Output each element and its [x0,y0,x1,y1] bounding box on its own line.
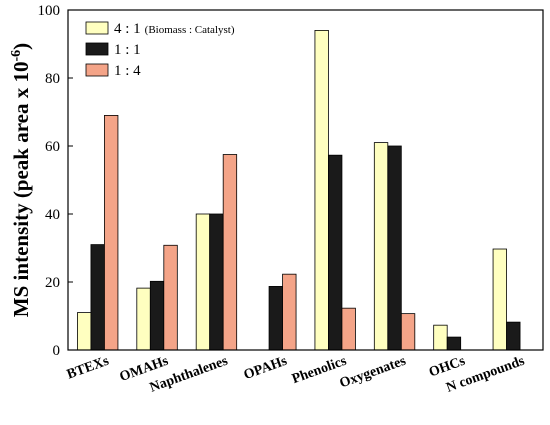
bar-omahs-series-2 [149,280,165,351]
y-tick-label: 20 [45,275,60,291]
x-tick-label: BTEXs [65,353,112,382]
legend-swatch [85,21,109,35]
legend: 4 : 1 (Biomass : Catalyst) 1 : 1 1 : 4 [85,21,235,79]
bar-ohcs-series-1 [433,324,448,351]
legend-label-note: (Biomass : Catalyst) [145,24,235,36]
bar-phenolics-series-2 [328,154,343,351]
x-tick-label: Oxygenates [338,353,409,391]
bar-phenolics-series-3 [341,307,356,351]
bar-omahs-series-1 [136,287,151,351]
bar-opahs-series-3 [282,273,297,351]
bar-naphthalenes-series-1 [195,213,211,351]
y-tick-label: 0 [53,343,61,359]
bar-naphthalenes-series-3 [222,154,238,351]
bars-layer [77,29,521,351]
y-tick-label: 40 [45,207,60,223]
bar-oxygenates-series-3 [400,313,416,351]
y-axis-title: MS intensity (peak area x 10-6) [9,43,33,317]
y-tick-label: 60 [45,139,60,155]
x-tick-label: OPAHs [242,353,290,383]
y-tick-label: 100 [38,3,61,19]
legend-label: 4 : 1 (Biomass : Catalyst) [114,21,235,37]
bar-btexs-series-1 [77,312,92,351]
legend-swatch [85,42,109,56]
legend-label-name: 4 : 1 [114,21,141,37]
y-axis-title-exponent: -6 [9,50,24,62]
legend-label-name: 1 : 4 [114,63,141,79]
bar-n-compounds-series-2 [506,321,521,351]
bar-ohcs-series-2 [446,336,462,351]
y-axis-title-main: MS intensity (peak area x 10 [9,61,33,317]
bar-naphthalenes-series-2 [209,213,224,351]
bar-opahs-series-2 [268,286,283,351]
bar-omahs-series-3 [163,244,178,351]
bar-n-compounds-series-1 [492,248,507,351]
legend-label: 1 : 1 [114,42,141,58]
bar-oxygenates-series-2 [387,145,402,351]
y-axis: 0 20 40 60 80 100 [38,3,73,359]
legend-label: 1 : 4 [114,63,141,79]
bar-oxygenates-series-1 [373,142,389,351]
legend-label-name: 1 : 1 [114,42,141,58]
plot-frame [67,9,544,351]
legend-swatch [85,63,109,77]
y-tick-label: 80 [45,71,60,87]
bar-btexs-series-2 [90,244,105,351]
bar-phenolics-series-1 [314,29,329,351]
bar-btexs-series-3 [104,115,119,351]
y-axis-title-close: ) [9,43,33,50]
